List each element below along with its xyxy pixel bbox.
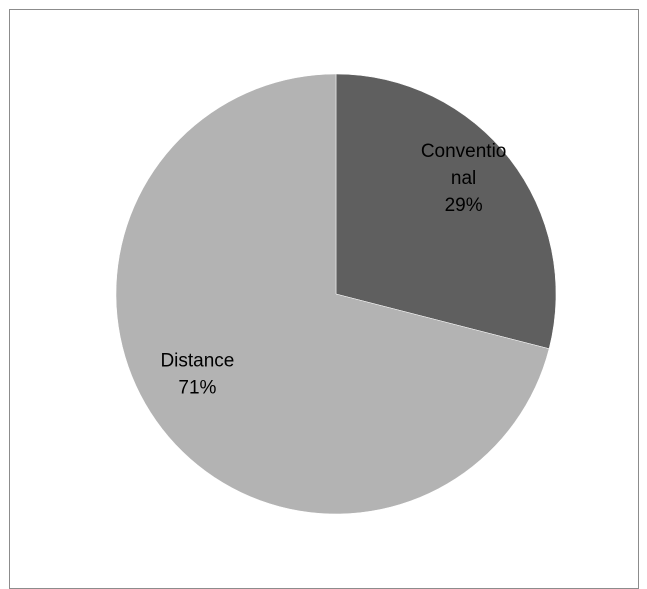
slice-category-label: nal [451,168,476,189]
slice-value-label: 29% [445,195,483,216]
pie-slice-distance [115,73,550,515]
data-label-distance: Distance 71% [160,350,234,398]
slice-value-label: 71% [178,377,216,398]
pie-slice-conventional [335,73,557,350]
data-label-conventional: Conventio nal 29% [421,141,507,216]
pie-chart: Conventio nal 29% Distance 71% [115,73,557,515]
slice-category-label: Distance [160,350,234,371]
slice-category-label: Conventio [421,141,507,162]
